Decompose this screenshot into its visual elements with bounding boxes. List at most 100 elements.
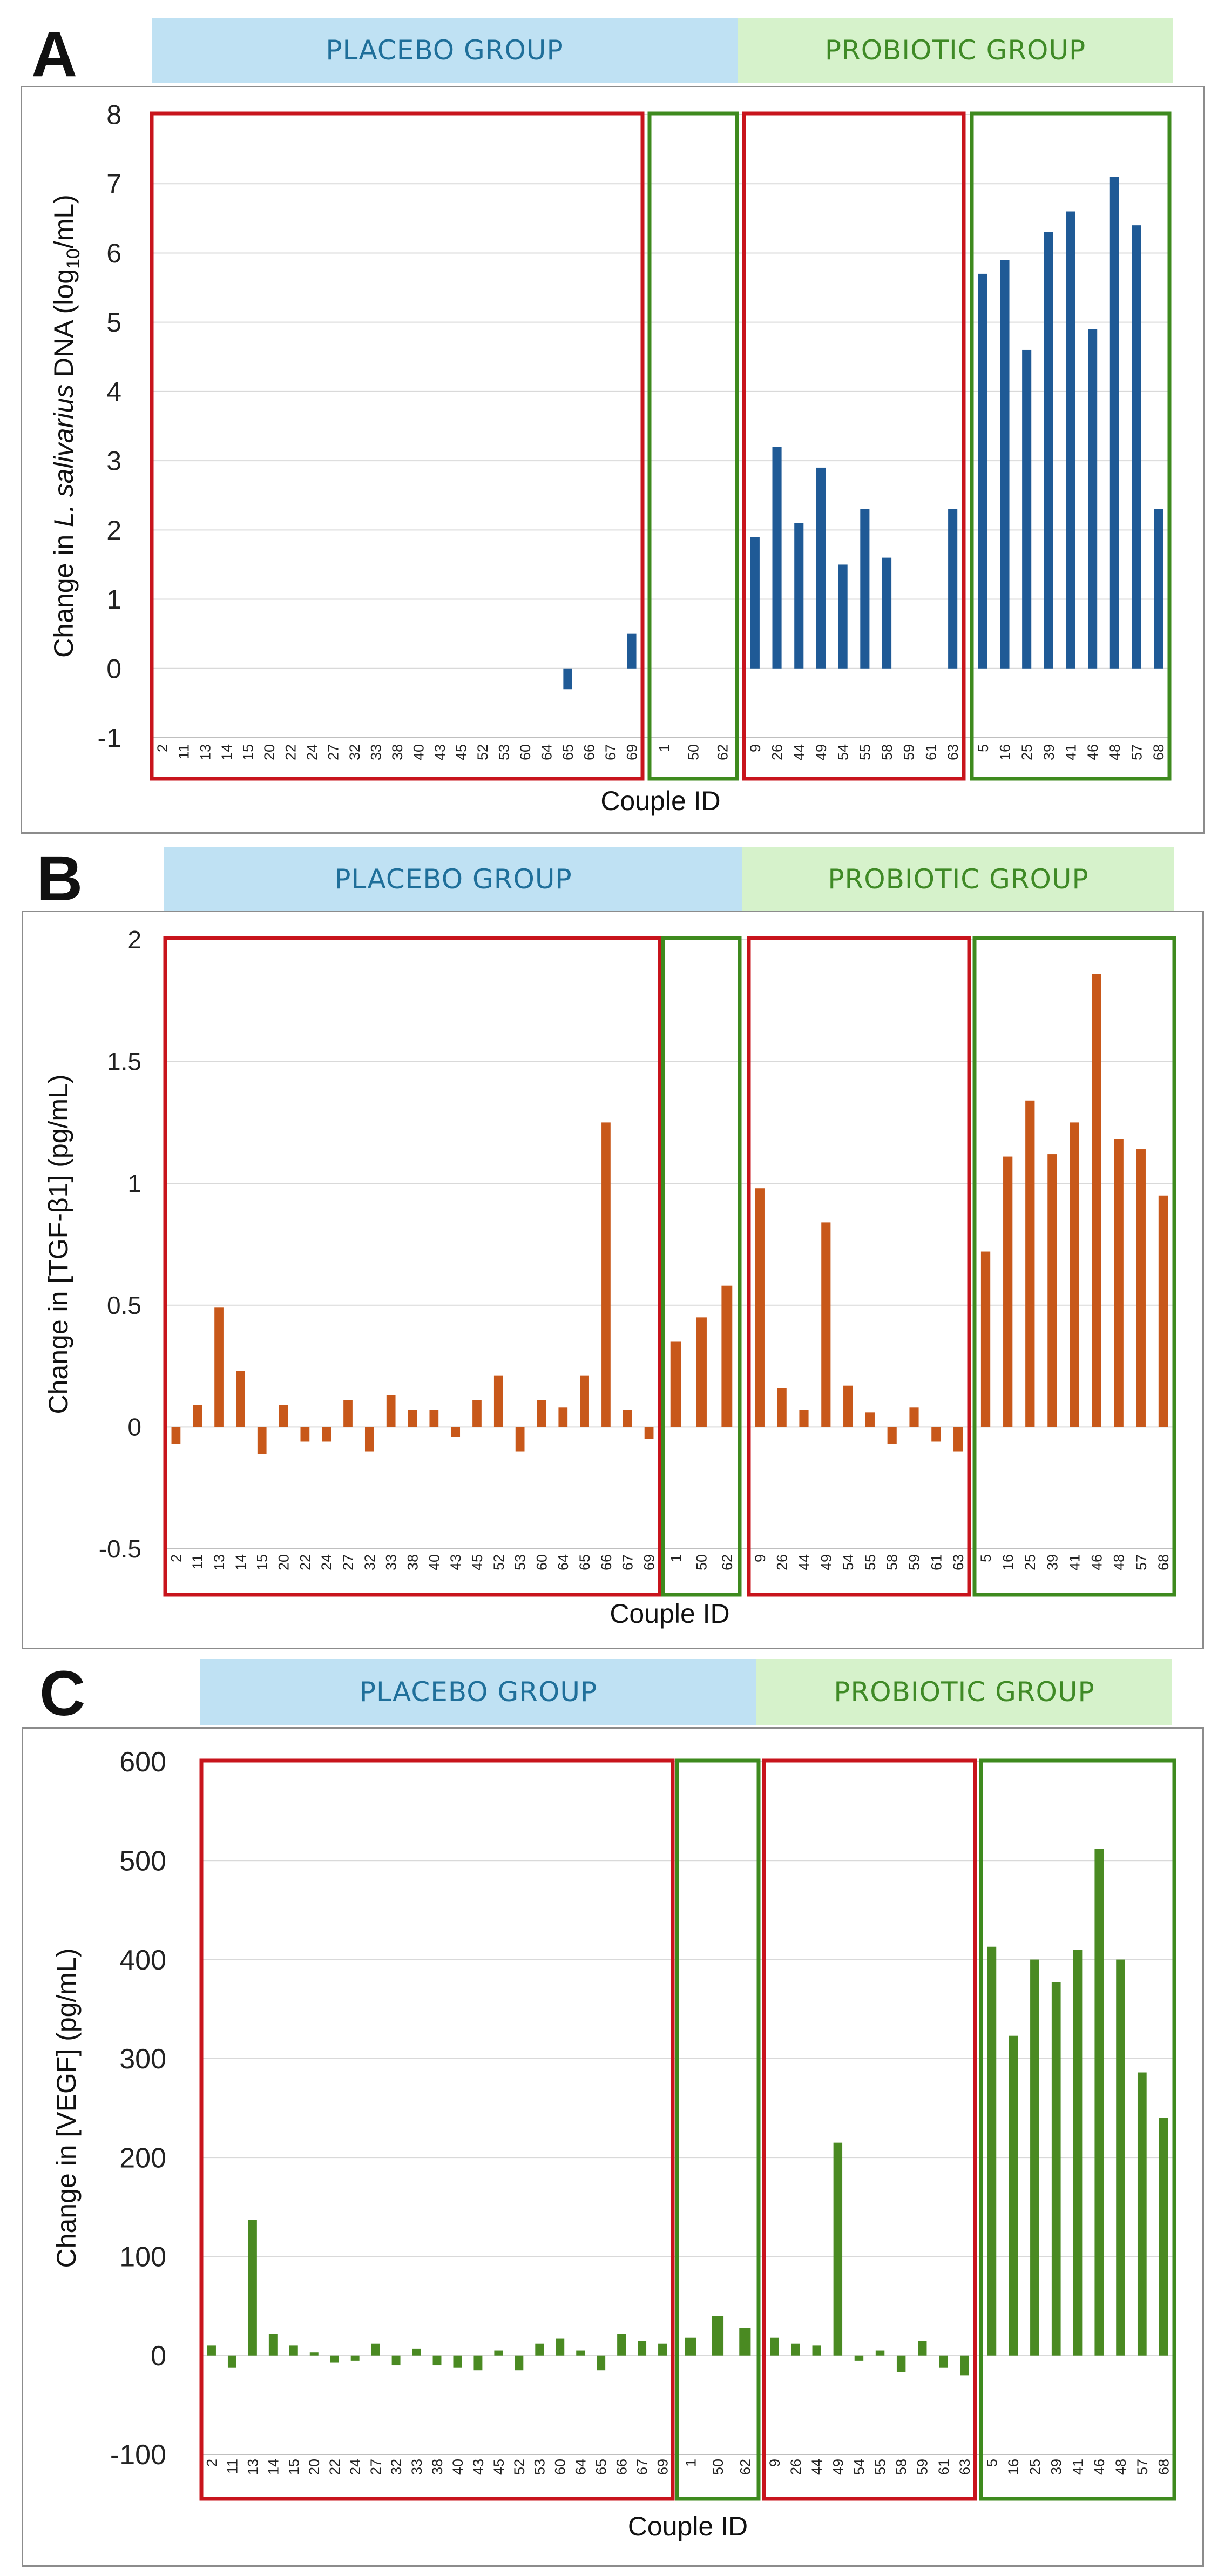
y-axis-label-part-c-0: Change in [VEGF] (pg/mL): [51, 1948, 82, 2268]
x-tick-label-a-50: 50: [685, 744, 701, 760]
x-tick-label-c-1: 1: [683, 2459, 699, 2467]
y-axis-label-part-b-0: Change in [TGF-β1] (pg/mL): [43, 1075, 73, 1414]
bar-b-58: [887, 1427, 897, 1444]
bar-c-15: [289, 2345, 298, 2356]
x-tick-label-b-69: 69: [641, 1554, 658, 1570]
bar-a-65: [563, 668, 572, 690]
x-tick-label-c-2: 2: [204, 2459, 220, 2467]
bar-a-46: [1088, 329, 1098, 669]
x-tick-label-b-64: 64: [555, 1554, 571, 1570]
x-tick-label-c-11: 11: [224, 2459, 240, 2474]
group-box-c-0: [199, 1758, 675, 2501]
y-axis-label-part-a-1: L. salivarius: [49, 385, 79, 527]
x-tick-label-c-53: 53: [532, 2459, 548, 2475]
bar-b-39: [1047, 1154, 1057, 1427]
bar-b-59: [909, 1407, 919, 1427]
bar-b-14: [236, 1371, 245, 1427]
x-tick-label-c-40: 40: [450, 2459, 466, 2475]
x-tick-label-c-43: 43: [470, 2459, 486, 2475]
bar-c-67: [638, 2341, 647, 2356]
x-tick-label-c-16: 16: [1005, 2459, 1021, 2475]
bar-b-49: [821, 1222, 831, 1427]
x-tick-label-a-59: 59: [901, 744, 917, 760]
placebo-group-band-a: PLACEBO GROUP: [152, 18, 738, 83]
bar-b-55: [865, 1412, 875, 1427]
x-tick-label-b-5: 5: [978, 1554, 994, 1562]
group-box-c-1: [675, 1758, 761, 2501]
x-tick-label-b-65: 65: [577, 1554, 593, 1570]
x-axis-label-c: Couple ID: [628, 2511, 748, 2541]
bar-b-26: [777, 1388, 787, 1427]
y-axis-label-b: Change in [TGF-β1] (pg/mL): [43, 1075, 73, 1414]
x-tick-label-c-45: 45: [491, 2459, 507, 2475]
x-tick-label-a-27: 27: [325, 744, 341, 760]
bar-a-39: [1044, 232, 1053, 669]
x-tick-label-b-13: 13: [211, 1554, 227, 1570]
x-tick-label-b-62: 62: [719, 1554, 735, 1570]
x-tick-label-a-25: 25: [1019, 744, 1035, 760]
x-tick-label-b-58: 58: [884, 1554, 901, 1570]
x-tick-label-b-54: 54: [840, 1554, 856, 1570]
x-tick-label-c-54: 54: [851, 2459, 867, 2475]
x-tick-label-b-49: 49: [818, 1554, 834, 1570]
y-axis-label-part-a-0: Change in: [49, 527, 79, 658]
x-tick-label-a-54: 54: [835, 744, 851, 760]
bar-a-5: [978, 273, 987, 669]
bar-c-60: [556, 2338, 565, 2356]
placebo-group-band-b: PLACEBO GROUP: [164, 847, 742, 912]
x-tick-label-b-43: 43: [448, 1554, 464, 1570]
x-tick-label-a-38: 38: [389, 744, 405, 760]
bar-c-69: [658, 2343, 667, 2356]
y-tick-label-b-2: 0.5: [107, 1291, 141, 1319]
x-tick-label-a-64: 64: [539, 744, 555, 760]
x-tick-label-a-67: 67: [603, 744, 619, 760]
x-tick-label-b-15: 15: [254, 1554, 270, 1570]
x-tick-label-c-57: 57: [1134, 2459, 1151, 2475]
x-tick-label-c-64: 64: [573, 2459, 589, 2475]
x-tick-label-b-55: 55: [862, 1554, 878, 1570]
x-tick-label-c-13: 13: [245, 2459, 261, 2475]
y-tick-label-a-5: 4: [106, 376, 121, 407]
x-tick-label-a-15: 15: [240, 744, 256, 760]
x-tick-label-c-58: 58: [894, 2459, 910, 2475]
x-tick-label-b-60: 60: [533, 1554, 550, 1570]
probiotic-group-band-c: PROBIOTIC GROUP: [756, 1659, 1172, 1725]
bar-c-13: [248, 2220, 257, 2356]
y-tick-label-a-7: 6: [106, 238, 121, 268]
x-tick-label-a-41: 41: [1063, 744, 1079, 760]
bar-b-44: [799, 1410, 809, 1427]
bar-b-52: [493, 1375, 503, 1427]
group-box-b-0: [163, 936, 662, 1597]
x-tick-label-b-33: 33: [383, 1554, 400, 1570]
x-tick-label-b-67: 67: [620, 1554, 636, 1570]
bar-c-48: [1116, 1959, 1125, 2356]
bar-c-53: [535, 2343, 544, 2356]
x-tick-label-a-11: 11: [176, 744, 192, 759]
bar-c-16: [1009, 2035, 1018, 2356]
x-tick-label-c-15: 15: [286, 2459, 302, 2475]
bar-c-62: [739, 2328, 751, 2356]
x-tick-label-c-9: 9: [767, 2459, 783, 2467]
panel-letter-c: C: [39, 1658, 86, 1729]
y-tick-label-a-4: 3: [106, 446, 121, 476]
bar-c-64: [576, 2350, 585, 2356]
x-tick-label-a-13: 13: [197, 744, 213, 760]
x-tick-label-b-46: 46: [1089, 1554, 1105, 1570]
y-tick-label-c-6: 500: [119, 1845, 166, 1877]
x-tick-label-a-1: 1: [656, 744, 672, 752]
bar-a-25: [1022, 349, 1032, 669]
bar-b-25: [1025, 1100, 1035, 1427]
bar-c-41: [1073, 1950, 1083, 2356]
y-tick-label-c-0: -100: [110, 2439, 166, 2471]
bar-b-9: [755, 1188, 765, 1427]
bar-c-24: [350, 2355, 360, 2361]
x-tick-label-a-66: 66: [581, 744, 598, 760]
y-axis-label-c: Change in [VEGF] (pg/mL): [51, 1948, 82, 2268]
y-tick-label-a-1: 0: [106, 653, 121, 684]
x-axis-label-a: Couple ID: [600, 786, 720, 816]
probiotic-group-band-b: PROBIOTIC GROUP: [742, 847, 1174, 912]
group-box-a-3: [970, 111, 1172, 781]
y-axis-label-part-a-3: 10: [63, 248, 84, 269]
bar-b-57: [1136, 1149, 1146, 1427]
